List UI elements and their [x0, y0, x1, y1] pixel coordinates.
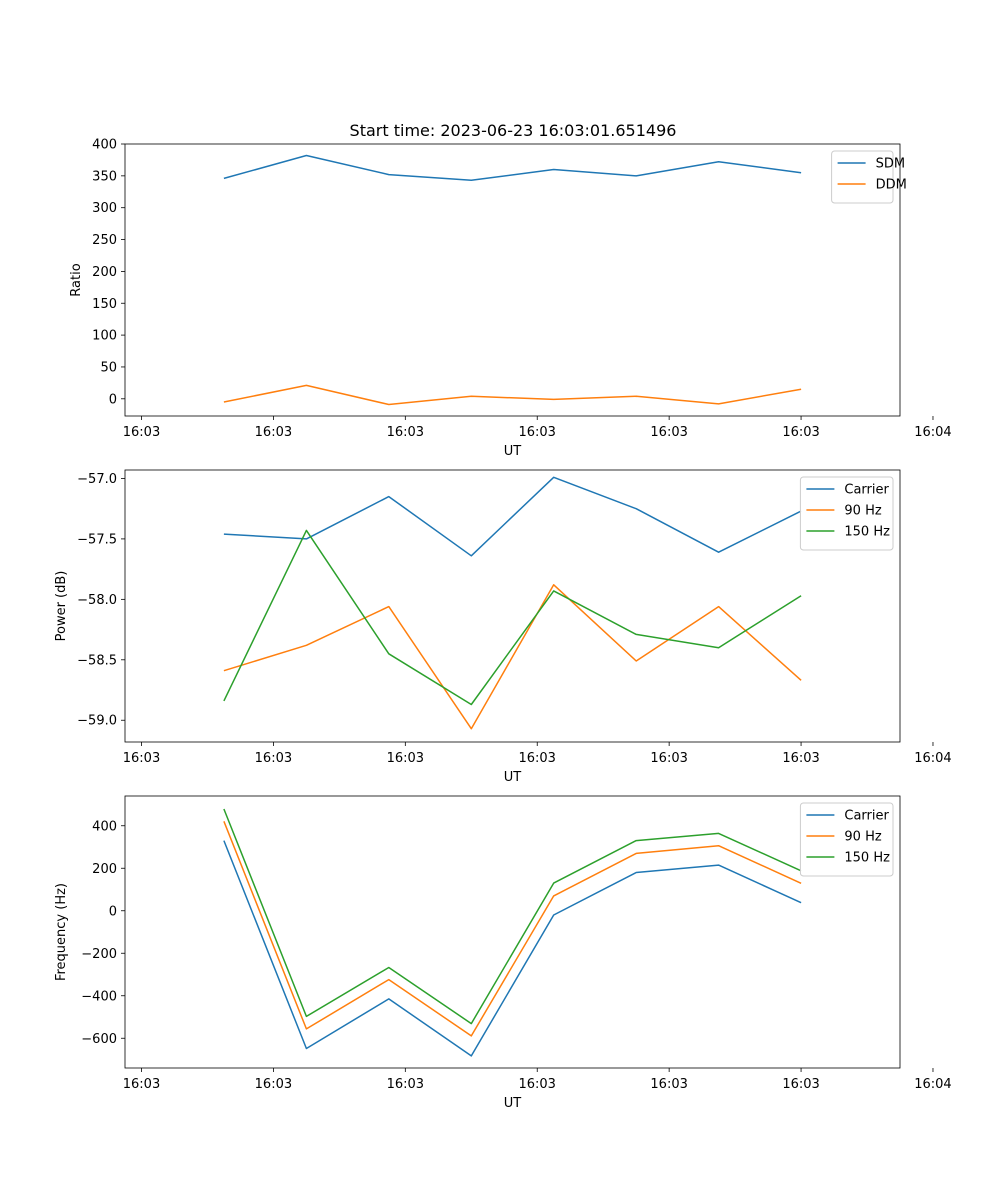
- y-tick-label: −600: [81, 1032, 117, 1047]
- series-line-carrier: [223, 476, 802, 557]
- y-tick-label: 150: [92, 297, 117, 312]
- y-tick-label: 50: [100, 360, 117, 375]
- y-axis-label: Frequency (Hz): [54, 883, 69, 981]
- x-tick-label: 16:04: [914, 751, 951, 766]
- x-axis-label: UT: [504, 770, 522, 785]
- y-tick-label: 400: [92, 819, 117, 834]
- legend-label: 150 Hz: [844, 525, 890, 540]
- x-tick-label: 16:03: [123, 751, 160, 766]
- y-tick-label: 0: [109, 904, 117, 919]
- y-axis-label: Power (dB): [54, 571, 69, 642]
- y-tick-label: 100: [92, 329, 117, 344]
- x-tick-label: 16:03: [650, 425, 687, 440]
- x-tick-label: 16:03: [123, 1077, 160, 1092]
- x-tick-label: 16:03: [123, 425, 160, 440]
- y-tick-label: −400: [81, 989, 117, 1004]
- series-line-ddm: [223, 384, 802, 406]
- x-tick-label: 16:03: [518, 425, 555, 440]
- legend-label: 90 Hz: [844, 504, 881, 519]
- legend: Carrier 90 Hz 150 Hz: [799, 802, 894, 877]
- y-axis-label: Ratio: [69, 263, 84, 296]
- x-tick-label: 16:03: [255, 751, 292, 766]
- x-tick-label: 16:03: [650, 1077, 687, 1092]
- subplot-2: 16:03 16:03 16:03 16:03 16:03 16:03 16:04 −57.0…: [54, 469, 952, 785]
- x-tick-label: 16:03: [782, 425, 819, 440]
- x-tick-label: 16:03: [518, 1077, 555, 1092]
- x-tick-label: 16:03: [255, 1077, 292, 1092]
- y-tick-label: −58.0: [77, 593, 117, 608]
- legend-box: [831, 150, 894, 204]
- x-tick-label: 16:03: [387, 425, 424, 440]
- series-line-90-hz: [223, 821, 802, 1037]
- legend: SDM DDM: [831, 150, 907, 204]
- x-tick-label: 16:03: [518, 751, 555, 766]
- x-tick-label: 16:03: [255, 425, 292, 440]
- axes-frame: [124, 795, 901, 1069]
- y-tick-label: −200: [81, 947, 117, 962]
- y-tick-label: 350: [92, 169, 117, 184]
- x-tick-label: 16:03: [782, 1077, 819, 1092]
- series-line-90-hz: [223, 584, 802, 730]
- x-tick-label: 16:03: [387, 1077, 424, 1092]
- y-tick-label: 300: [92, 201, 117, 216]
- legend-label: DDM: [876, 178, 907, 193]
- legend-label: Carrier: [844, 809, 889, 824]
- y-tick-label: 0: [109, 392, 117, 407]
- series-line-150-hz: [223, 808, 802, 1025]
- legend-label: 150 Hz: [844, 851, 890, 866]
- x-tick-label: 16:04: [914, 425, 951, 440]
- x-tick-label: 16:04: [914, 1077, 951, 1092]
- figure-title: Start time: 2023-06-23 16:03:01.651496: [350, 121, 677, 140]
- legend-label: SDM: [876, 157, 905, 172]
- legend-label: 90 Hz: [844, 830, 881, 845]
- series-line-sdm: [223, 154, 802, 182]
- legend-label: Carrier: [844, 483, 889, 498]
- x-tick-label: 16:03: [782, 751, 819, 766]
- y-tick-label: −59.0: [77, 714, 117, 729]
- x-axis-label: UT: [504, 444, 522, 459]
- x-tick-label: 16:03: [650, 751, 687, 766]
- y-tick-label: 250: [92, 233, 117, 248]
- legend: Carrier 90 Hz 150 Hz: [799, 476, 894, 551]
- y-tick-label: −57.0: [77, 472, 117, 487]
- subplot-3: 16:03 16:03 16:03 16:03 16:03 16:03 16:04 400 20…: [54, 795, 952, 1111]
- subplot-1: 16:03 16:03 16:03 16:03 16:03 16:03 16:04 0 50 10…: [69, 138, 952, 460]
- series-line-150-hz: [223, 529, 802, 706]
- y-tick-label: 400: [92, 138, 117, 153]
- axes-frame: [124, 469, 901, 743]
- axes-frame: [124, 143, 901, 417]
- y-tick-label: 200: [92, 862, 117, 877]
- y-tick-label: −58.5: [77, 653, 117, 668]
- x-axis-label: UT: [504, 1096, 522, 1111]
- x-tick-label: 16:03: [387, 751, 424, 766]
- series-line-carrier: [223, 840, 802, 1057]
- y-tick-label: −57.5: [77, 532, 117, 547]
- y-tick-label: 200: [92, 265, 117, 280]
